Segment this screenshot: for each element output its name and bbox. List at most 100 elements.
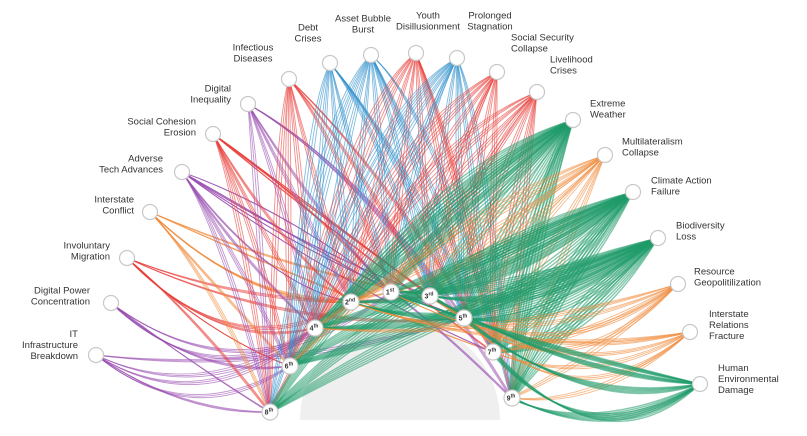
risk-node-ss-circle-node-icon[interactable] xyxy=(488,63,506,81)
risk-node-ps-circle-node-icon[interactable] xyxy=(448,49,466,67)
risk-label-he-line-1: Environmental xyxy=(718,374,779,385)
link-di-rank-0 xyxy=(247,103,270,413)
risk-label-im: Involuntary Migration xyxy=(64,241,111,263)
risk-node-dc-circle-node-icon[interactable] xyxy=(321,54,339,72)
link-rg-rank-2 xyxy=(314,283,679,332)
rank-label-2: 2nd xyxy=(345,298,355,307)
link-ic-rank-1 xyxy=(149,211,291,367)
link-ps-rank-2 xyxy=(314,57,458,329)
link-bl-rank-4 xyxy=(388,237,659,293)
rank-label-7: 7th xyxy=(488,348,497,357)
link-id-rank-0 xyxy=(268,78,290,413)
risk-node-yd-circle-node-icon[interactable] xyxy=(407,44,425,62)
link-ew-rank-2 xyxy=(311,119,574,329)
risk-label-yd-line-0: Youth xyxy=(416,11,440,22)
risk-node-ab-circle-node-icon[interactable] xyxy=(362,46,380,64)
risk-label-ps: Prolonged Stagnation xyxy=(467,11,512,33)
risk-label-ic-line-1: Conflict xyxy=(102,206,134,217)
risk-label-at: Adverse Tech Advances xyxy=(99,154,163,176)
link-yd-rank-1 xyxy=(290,52,417,367)
risk-node-dp-circle-node-icon[interactable] xyxy=(102,294,120,312)
risk-label-sc: Social Cohesion Erosion xyxy=(127,117,196,139)
risk-node-bl-circle-node-icon[interactable] xyxy=(649,229,667,247)
risk-label-rg-line-1: Geopolitilization xyxy=(694,278,761,289)
risk-label-it-line-1: Infrastructure xyxy=(22,340,78,351)
link-yd-rank-1 xyxy=(289,52,417,367)
link-bl-rank-4 xyxy=(389,237,659,293)
link-ca-rank-3 xyxy=(350,191,634,303)
risk-node-ca-circle-node-icon[interactable] xyxy=(624,183,642,201)
risk-node-sc-circle-node-icon[interactable] xyxy=(204,125,222,143)
link-dc-rank-5 xyxy=(329,62,430,297)
link-ps-rank-1 xyxy=(289,57,458,367)
risk-label-ic-line-0: Interstate xyxy=(94,195,134,206)
risk-node-lc-circle-node-icon[interactable] xyxy=(528,83,546,101)
risk-label-he-line-0: Human xyxy=(718,363,749,374)
risk-label-di-line-0: Digital xyxy=(205,84,231,95)
risk-label-yd-line-1: Disillusionment xyxy=(396,22,460,33)
rank-node-8-icon xyxy=(261,403,279,421)
risk-node-im-circle-node-icon[interactable] xyxy=(118,249,136,267)
rank-nodes: 8th 6th 4th 2nd 1st 3rd 5th 7th 9th xyxy=(261,283,521,421)
rank-node-3-icon xyxy=(421,287,439,305)
link-im-rank-0 xyxy=(126,257,271,413)
risk-label-ca: Climate Action Failure xyxy=(651,176,712,198)
link-mc-rank-3 xyxy=(350,154,606,303)
risk-node-ic-circle-node-icon[interactable] xyxy=(141,203,159,221)
link-ab-rank-1 xyxy=(288,54,372,367)
risk-label-lc-line-0: Livelihood xyxy=(550,55,593,66)
link-at-rank-0 xyxy=(181,171,270,413)
risk-node-rg-circle-node-icon[interactable] xyxy=(669,275,687,293)
risk-node-he-circle-node-icon[interactable] xyxy=(691,375,709,393)
rank-node-4-icon xyxy=(306,319,324,337)
link-ss-rank-1 xyxy=(289,71,498,367)
link-ps-rank-1 xyxy=(290,57,458,367)
risk-label-mc-line-1: Collapse xyxy=(622,148,659,159)
link-it-rank-0 xyxy=(95,354,271,413)
link-at-rank-0 xyxy=(181,171,269,413)
risk-label-ps-line-0: Prolonged xyxy=(468,11,511,22)
rank-node-9-icon xyxy=(503,389,521,407)
risk-label-he: Human Environmental Damage xyxy=(718,363,779,396)
risk-label-lc: Livelihood Crises xyxy=(550,55,593,77)
risk-node-ir-circle-node-icon[interactable] xyxy=(681,323,699,341)
risk-node-di-circle-node-icon[interactable] xyxy=(239,95,257,113)
risk-label-im-line-0: Involuntary xyxy=(64,241,111,252)
rank-label-3: 3rd xyxy=(425,292,434,301)
rank-label-5: 5th xyxy=(459,314,468,323)
link-he-rank-4 xyxy=(392,291,701,385)
risk-label-at-line-0: Adverse xyxy=(128,154,163,165)
risk-label-dc-line-1: Crises xyxy=(295,34,322,45)
link-lc-rank-2 xyxy=(313,91,538,329)
risk-label-ir-line-1: Relations xyxy=(709,320,749,331)
link-bl-rank-8 xyxy=(513,237,659,399)
link-id-rank-1 xyxy=(288,78,292,367)
risk-label-ic: Interstate Conflict xyxy=(94,195,134,217)
risk-label-di: Digital Inequality xyxy=(190,84,231,106)
link-dc-rank-1 xyxy=(289,62,331,367)
link-ab-rank-0 xyxy=(268,54,372,413)
risk-node-it-circle-node-icon[interactable] xyxy=(87,346,105,364)
link-bl-rank-8 xyxy=(510,237,659,399)
link-dc-rank-1 xyxy=(288,62,331,367)
link-at-rank-3 xyxy=(181,171,352,303)
risk-node-at-circle-node-icon[interactable] xyxy=(173,163,191,181)
risk-label-mc-line-0: Multilateralism xyxy=(622,137,683,148)
link-bl-rank-7 xyxy=(494,237,659,353)
risk-label-bl-line-0: Biodiversity xyxy=(676,221,725,232)
risk-label-dc: Debt Crises xyxy=(295,23,322,45)
link-ab-rank-4 xyxy=(370,54,391,293)
link-ss-rank-5 xyxy=(429,71,498,297)
link-bl-rank-0 xyxy=(266,237,659,413)
risk-node-id-circle-node-icon[interactable] xyxy=(280,70,298,88)
risk-node-mc-circle-node-icon[interactable] xyxy=(596,146,614,164)
risk-label-sc-line-1: Erosion xyxy=(164,128,196,139)
link-rg-rank-7 xyxy=(491,283,679,353)
risk-label-ir-line-0: Interstate xyxy=(709,309,749,320)
link-yd-rank-2 xyxy=(314,52,417,329)
risk-label-id: Infectious Diseases xyxy=(233,43,274,65)
risk-label-it-line-2: Breakdown xyxy=(30,351,78,362)
risk-node-ew-circle-node-icon[interactable] xyxy=(564,111,582,129)
link-ss-rank-4 xyxy=(389,71,498,293)
